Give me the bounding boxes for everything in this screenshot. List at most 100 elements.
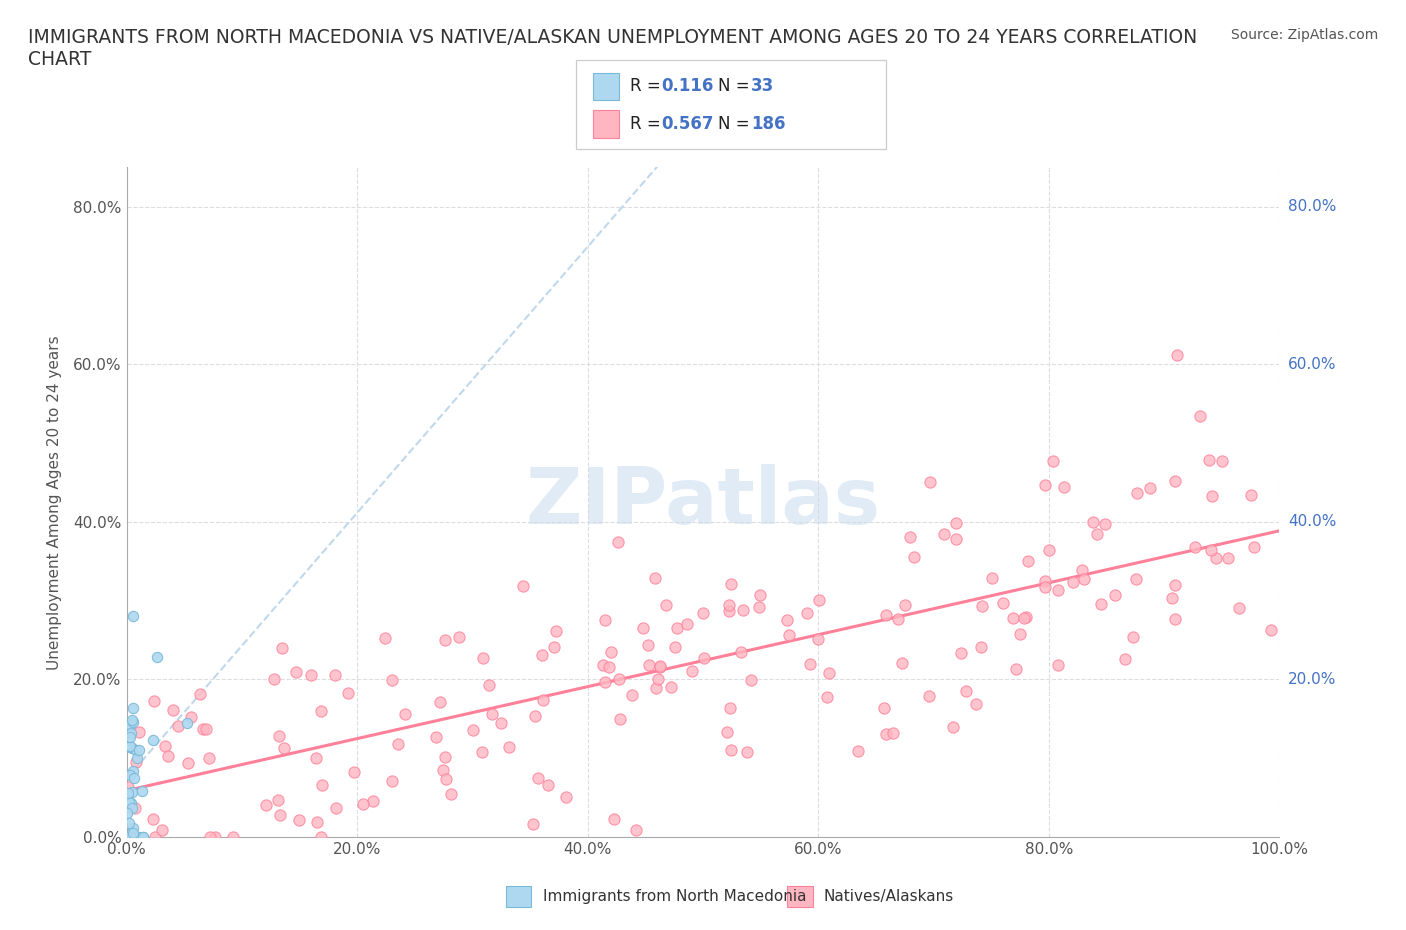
Text: 186: 186	[751, 114, 786, 133]
Point	[631, 621, 654, 636]
Point	[188, 686, 211, 701]
Y-axis label: Unemployment Among Ages 20 to 24 years: Unemployment Among Ages 20 to 24 years	[46, 335, 62, 670]
Point	[692, 605, 714, 620]
Point	[263, 671, 285, 686]
Point	[374, 631, 396, 645]
Point	[730, 644, 752, 659]
Point	[447, 630, 470, 644]
Point	[440, 786, 463, 801]
Point	[970, 640, 993, 655]
Point	[204, 830, 226, 844]
Point	[124, 770, 146, 785]
Point	[162, 702, 184, 717]
Point	[955, 684, 977, 698]
Point	[118, 730, 141, 745]
Point	[115, 830, 138, 844]
Point	[191, 721, 214, 736]
Point	[128, 742, 150, 757]
Point	[1094, 516, 1116, 531]
Point	[527, 770, 550, 785]
Point	[121, 820, 143, 835]
Point	[429, 695, 451, 710]
Point	[270, 641, 292, 656]
Point	[650, 658, 672, 673]
Point	[425, 729, 447, 744]
Point	[1033, 574, 1056, 589]
Text: Immigrants from North Macedonia: Immigrants from North Macedonia	[543, 889, 806, 904]
Point	[1139, 481, 1161, 496]
Point	[143, 830, 166, 844]
Point	[120, 738, 142, 753]
Point	[718, 604, 741, 618]
Text: 40.0%: 40.0%	[1288, 514, 1336, 529]
Point	[128, 724, 150, 739]
Point	[1070, 563, 1092, 578]
Point	[1042, 454, 1064, 469]
Point	[740, 672, 762, 687]
Point	[807, 632, 830, 647]
Point	[1199, 542, 1222, 557]
Point	[323, 668, 346, 683]
Point	[965, 697, 987, 711]
Point	[471, 745, 494, 760]
Point	[1053, 480, 1076, 495]
Point	[533, 693, 555, 708]
Point	[132, 830, 155, 844]
Point	[815, 689, 838, 704]
Point	[1163, 611, 1185, 626]
Point	[717, 598, 740, 613]
Point	[644, 570, 666, 585]
Point	[434, 749, 457, 764]
Point	[934, 526, 956, 541]
Point	[522, 817, 544, 831]
Point	[471, 651, 494, 666]
Point	[598, 660, 620, 675]
Point	[898, 530, 921, 545]
Point	[1125, 572, 1147, 587]
Point	[1085, 526, 1108, 541]
Point	[1090, 596, 1112, 611]
Text: Source: ZipAtlas.com: Source: ZipAtlas.com	[1230, 28, 1378, 42]
Point	[1114, 652, 1136, 667]
Point	[150, 823, 173, 838]
Point	[311, 703, 333, 718]
Point	[1243, 539, 1265, 554]
Point	[818, 666, 841, 681]
Point	[1216, 551, 1239, 565]
Point	[117, 780, 139, 795]
Point	[1189, 409, 1212, 424]
Text: N =: N =	[718, 77, 755, 96]
Point	[893, 598, 915, 613]
Point	[121, 764, 143, 778]
Point	[273, 740, 295, 755]
Point	[180, 710, 202, 724]
Point	[118, 816, 141, 830]
Point	[195, 722, 218, 737]
Point	[593, 674, 616, 689]
Point	[970, 599, 993, 614]
Point	[311, 778, 333, 793]
Text: 33: 33	[751, 77, 775, 96]
Point	[846, 743, 869, 758]
Point	[637, 658, 659, 672]
Text: 60.0%: 60.0%	[1288, 357, 1336, 372]
Point	[325, 801, 347, 816]
Point	[131, 783, 153, 798]
Point	[1104, 588, 1126, 603]
Point	[176, 715, 198, 730]
Text: 0.567: 0.567	[661, 114, 713, 133]
Point	[887, 612, 910, 627]
Point	[1240, 488, 1263, 503]
Point	[918, 688, 941, 703]
Point	[381, 774, 404, 789]
Point	[1126, 485, 1149, 500]
Point	[343, 764, 366, 779]
Point	[644, 681, 666, 696]
Text: N =: N =	[718, 114, 755, 133]
Text: R =: R =	[630, 77, 666, 96]
Point	[607, 671, 630, 686]
Point	[1260, 623, 1282, 638]
Text: 80.0%: 80.0%	[1288, 199, 1336, 214]
Point	[156, 749, 179, 764]
Point	[433, 632, 456, 647]
